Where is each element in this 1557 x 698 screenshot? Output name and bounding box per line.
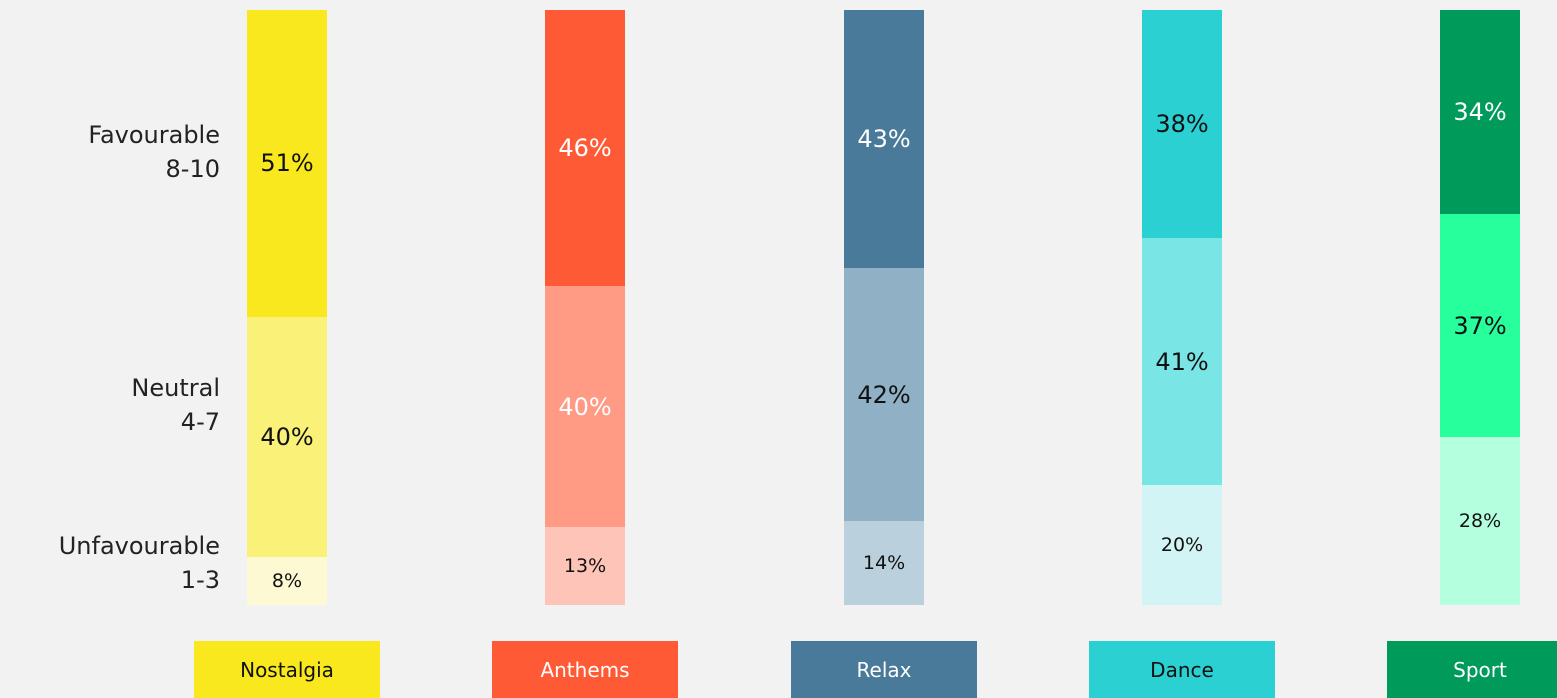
bar-segment: 42	[844, 268, 924, 521]
bar-segment: 43	[844, 10, 924, 269]
data-label: 46	[558, 134, 611, 162]
bar-segment: 20	[1142, 484, 1222, 605]
data-label: 28	[1459, 510, 1501, 532]
row-label: Neutral 4-7	[131, 374, 220, 436]
legend-item: Anthems	[492, 641, 678, 698]
bar-segment: 8	[247, 556, 327, 605]
data-label: 42	[857, 381, 910, 409]
data-label: 37	[1453, 312, 1506, 340]
data-label: 40	[558, 393, 611, 421]
bar-segment: 40	[247, 316, 327, 557]
bar-segment: 13	[545, 526, 625, 605]
bar-segment: 37	[1440, 214, 1520, 437]
bar-segment: 46	[545, 10, 625, 287]
row-label: Unfavourable 1-3	[58, 532, 220, 594]
data-label: 43	[857, 125, 910, 153]
bar-segment: 34	[1440, 10, 1520, 215]
data-label: 8	[272, 570, 302, 592]
bar-segment: 14	[844, 520, 924, 605]
data-label: 14	[863, 552, 905, 574]
bar-segment: 28	[1440, 436, 1520, 605]
legend-item: Sport	[1387, 641, 1557, 698]
legend-item: Dance	[1089, 641, 1275, 698]
data-label: 41	[1155, 348, 1208, 376]
data-label: 20	[1161, 534, 1203, 556]
data-label: 51	[260, 149, 313, 177]
data-label: 34	[1453, 98, 1506, 126]
bar-segment: 41	[1142, 238, 1222, 485]
bar-segment: 38	[1142, 10, 1222, 239]
legend-item: Relax	[791, 641, 977, 698]
row-label: Favourable 8-10	[88, 121, 220, 183]
legend-item: Nostalgia	[194, 641, 380, 698]
data-label: 13	[564, 555, 606, 577]
data-label: 40	[260, 423, 313, 451]
bar-segment: 51	[247, 10, 327, 317]
data-label: 38	[1155, 110, 1208, 138]
bar-segment: 40	[545, 286, 625, 527]
